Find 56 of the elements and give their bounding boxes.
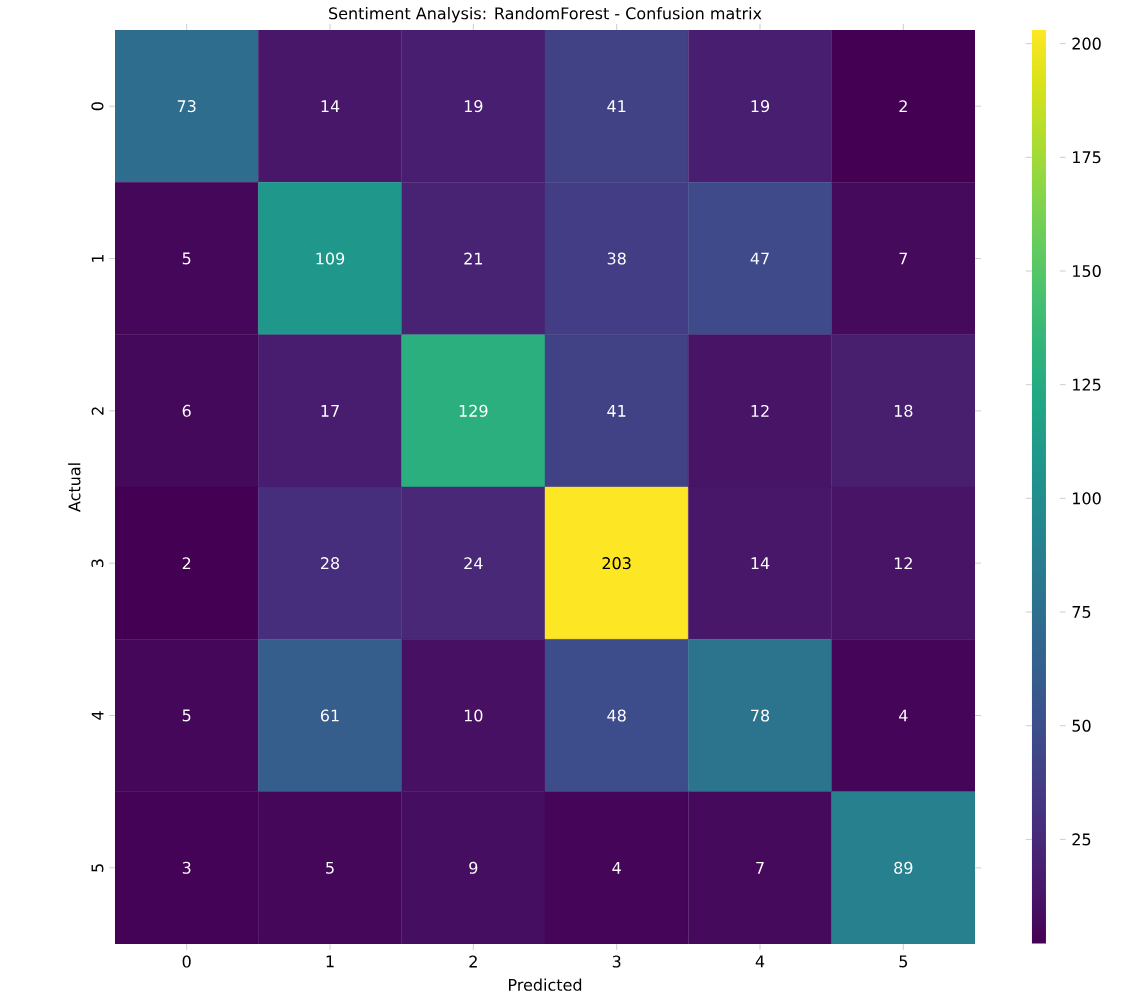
- data-label: 47: [750, 252, 769, 265]
- data-label: 7: [756, 861, 764, 874]
- data-label: 21: [464, 252, 483, 265]
- y-tick-label: 2: [91, 407, 104, 415]
- data-label: 73: [177, 100, 196, 113]
- data-label: 14: [751, 557, 770, 569]
- data-label: 203: [602, 557, 631, 570]
- data-label: 9: [469, 861, 478, 874]
- x-tick-label: 3: [612, 955, 621, 968]
- color-bar-label: 100: [1073, 492, 1101, 505]
- data-label: 10: [464, 709, 483, 722]
- data-label: 17: [321, 404, 339, 417]
- data-label: 28: [321, 557, 340, 570]
- x-tick-label: 1: [326, 955, 334, 968]
- data-label: 109: [316, 252, 345, 265]
- data-label: 89: [894, 861, 913, 874]
- data-label: 14: [321, 100, 340, 112]
- color-bar-label: 200: [1072, 37, 1101, 50]
- data-label: 6: [182, 404, 191, 417]
- color-bar-label: 50: [1072, 719, 1091, 732]
- color-bar-label: 125: [1073, 378, 1101, 391]
- color-bar-label: 25: [1072, 833, 1091, 846]
- y-tick-label: 0: [91, 102, 104, 111]
- data-label: 18: [894, 404, 913, 417]
- data-label: 2: [899, 100, 907, 113]
- data-label: 61: [320, 709, 339, 722]
- data-label: 5: [182, 252, 191, 265]
- data-label: 38: [607, 252, 626, 265]
- data-label: 4: [612, 861, 621, 874]
- data-label: 5: [326, 861, 334, 874]
- data-label: 41: [607, 100, 626, 112]
- data-label: 3: [182, 861, 191, 874]
- data-label: 19: [751, 100, 770, 113]
- y-tick-label: 3: [91, 559, 104, 568]
- y-tick-label: 4: [91, 711, 104, 720]
- x-tick-label: 5: [899, 955, 908, 968]
- y-tick-label: 5: [91, 864, 104, 872]
- x-tick-label: 0: [182, 955, 191, 968]
- color-bar-label: 150: [1073, 264, 1101, 278]
- data-label: 41: [607, 404, 626, 417]
- data-label: 48: [607, 709, 626, 722]
- x-axis-title: Predicted: [509, 978, 582, 991]
- chart-title: Sentiment Analysis: RandomForest - Confusion matrix: [329, 6, 762, 23]
- color-bar-label: 175: [1073, 151, 1101, 164]
- y-tick-label: 1: [91, 254, 104, 262]
- data-label: 78: [751, 709, 770, 722]
- data-label: 24: [464, 557, 483, 570]
- data-label: 129: [459, 404, 488, 417]
- y-axis-title: Actual: [68, 463, 81, 512]
- data-label: 4: [899, 709, 908, 722]
- data-label: 7: [899, 252, 908, 265]
- x-tick-label: 4: [755, 955, 765, 968]
- x-tick-label: 2: [469, 955, 477, 968]
- color-bar-label: 75: [1072, 606, 1091, 618]
- data-label: 12: [751, 404, 769, 417]
- data-label: 5: [182, 709, 191, 722]
